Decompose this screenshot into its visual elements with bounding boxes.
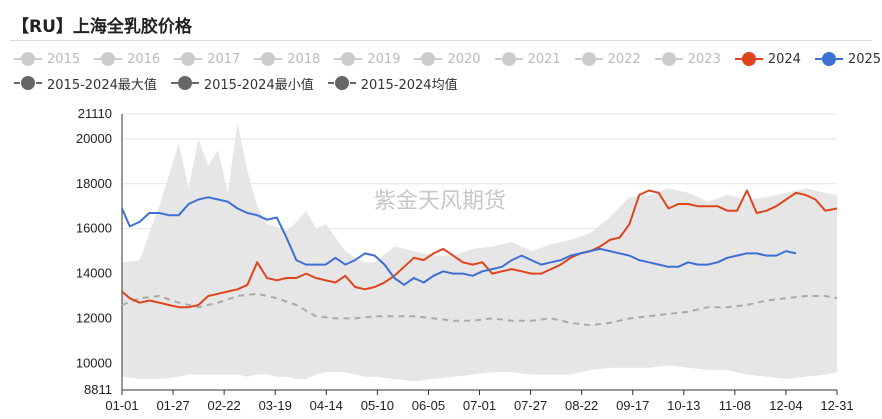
series-line-2024 bbox=[121, 189, 838, 309]
legend-label: 2018 bbox=[287, 51, 321, 67]
legend-marker-icon bbox=[574, 52, 603, 66]
legend-item-2015-2024最大值[interactable]: 2015-2024最大值 bbox=[14, 74, 157, 93]
legend-marker-icon bbox=[14, 52, 42, 66]
legend-marker-icon bbox=[414, 52, 443, 66]
x-tick-label: 06-05 bbox=[412, 398, 445, 413]
legend-marker-icon bbox=[14, 76, 42, 90]
legend-label: 2017 bbox=[207, 51, 241, 67]
legend-item-2024[interactable]: 2024 bbox=[734, 51, 801, 67]
legend-label: 2021 bbox=[527, 51, 561, 67]
y-tick-label: 8811 bbox=[84, 382, 112, 397]
legend-item-2023[interactable]: 2023 bbox=[654, 51, 721, 67]
x-tick-label: 09-17 bbox=[616, 398, 649, 413]
legend-item-2022[interactable]: 2022 bbox=[574, 51, 641, 67]
y-tick-label: 14000 bbox=[76, 266, 112, 281]
title-bar: 【RU】上海全乳胶价格 bbox=[10, 6, 872, 41]
legend-marker-icon bbox=[254, 52, 283, 66]
legend-item-2025[interactable]: 2025 bbox=[814, 51, 882, 67]
y-tick-label: 20000 bbox=[76, 131, 112, 146]
legend-item-2017[interactable]: 2017 bbox=[174, 52, 240, 67]
x-tick-label: 10-13 bbox=[667, 398, 700, 413]
x-tick-label: 03-19 bbox=[259, 398, 292, 413]
x-tick-label: 07-27 bbox=[514, 398, 547, 413]
x-tick-label: 11-08 bbox=[719, 398, 751, 413]
legend-marker-icon bbox=[334, 52, 363, 66]
legend-marker-icon bbox=[494, 52, 523, 66]
legend-item-2019[interactable]: 2019 bbox=[334, 52, 400, 67]
max-min-range-band bbox=[122, 123, 837, 382]
chart-area: 8811 10000 12000 14000 16000 18000 20000 21110 0… bbox=[0, 100, 882, 419]
legend-label: 2022 bbox=[607, 51, 641, 67]
legend-label: 2015 bbox=[47, 51, 81, 67]
legend-marker-icon bbox=[170, 76, 199, 90]
watermark-text: 紫金天风期货 bbox=[374, 189, 506, 214]
y-tick-label: 10000 bbox=[76, 355, 112, 370]
legend-item-2020[interactable]: 2020 bbox=[414, 51, 481, 67]
legend-label: 2015-2024均值 bbox=[360, 77, 458, 93]
x-tick-label: 12-31 bbox=[820, 398, 853, 413]
x-tick-label: 04-14 bbox=[310, 398, 343, 413]
legend-marker-icon bbox=[94, 52, 123, 66]
legend-label: 2019 bbox=[367, 51, 401, 67]
y-tick-label: 18000 bbox=[76, 176, 112, 191]
legend-marker-icon bbox=[654, 52, 683, 66]
legend-item-2021[interactable]: 2021 bbox=[494, 51, 561, 67]
x-tick-label: 08-22 bbox=[565, 398, 598, 413]
legend-label: 2015-2024最大值 bbox=[47, 77, 157, 93]
legend-label: 2020 bbox=[447, 51, 481, 67]
legend-row-stats: 2015-2024最大值 2015-2024最小值 2015-2024均值 bbox=[14, 73, 472, 93]
x-tick-label: 01-01 bbox=[105, 398, 138, 413]
legend-label: 2025 bbox=[847, 51, 882, 67]
legend-label: 2024 bbox=[767, 51, 801, 67]
legend-item-2015-2024均值[interactable]: 2015-2024均值 bbox=[327, 74, 458, 93]
legend-item-2018[interactable]: 2018 bbox=[254, 52, 320, 67]
legend-label: 2015-2024最小值 bbox=[203, 77, 314, 93]
series-line-2025 bbox=[121, 196, 797, 286]
legend-marker-icon bbox=[814, 52, 843, 66]
x-tick-label: 12-04 bbox=[769, 398, 802, 413]
y-tick-label: 16000 bbox=[76, 221, 112, 236]
legend-item-2016[interactable]: 2016 bbox=[94, 52, 160, 67]
x-tick-label: 01-27 bbox=[156, 398, 189, 413]
legend-label: 2023 bbox=[687, 51, 721, 67]
series-line-2015-2024均值 bbox=[121, 292, 838, 327]
legend-marker-icon bbox=[327, 76, 356, 90]
legend-item-2015[interactable]: 2015 bbox=[14, 52, 80, 67]
price-line-chart: 8811 10000 12000 14000 16000 18000 20000 21110 0… bbox=[76, 106, 854, 413]
x-tick-label: 02-22 bbox=[208, 398, 241, 413]
page-title: 【RU】上海全乳胶价格 bbox=[12, 17, 192, 37]
legend-marker-icon bbox=[174, 52, 203, 66]
legend-label: 2016 bbox=[127, 51, 161, 67]
x-tick-label: 07-01 bbox=[463, 398, 496, 413]
x-tick-label: 05-10 bbox=[361, 398, 394, 413]
legend-item-2015-2024最小值[interactable]: 2015-2024最小值 bbox=[170, 74, 314, 93]
y-tick-label: 12000 bbox=[76, 310, 112, 325]
legend-marker-icon bbox=[734, 52, 763, 66]
y-tick-label: 21110 bbox=[78, 106, 112, 121]
legend-row-years: 2015 2016 2017 2018 2019 2020 2021 2022 2023 2024… bbox=[14, 49, 882, 69]
